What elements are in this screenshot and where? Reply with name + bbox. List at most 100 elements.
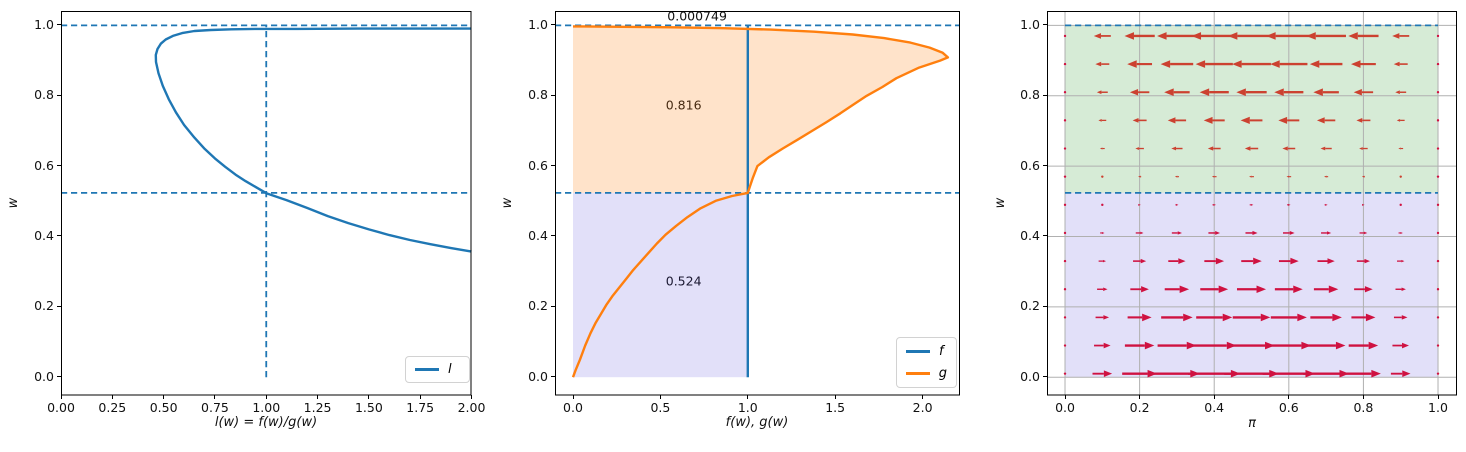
x-tick (111, 395, 113, 399)
quiver-arrow-head (1132, 117, 1139, 123)
x-tick-label: 1.50 (354, 400, 383, 415)
quiver-arrow-head (1364, 231, 1368, 234)
legend-label-g: g (938, 366, 947, 381)
quiver-arrow-head (1215, 257, 1225, 264)
quiver-arrow-head (1183, 313, 1193, 321)
y-tick (551, 165, 555, 167)
x-tick-label: 0.00 (47, 400, 75, 415)
quiver-dot (1063, 259, 1067, 262)
quiver-arrow-head (1288, 203, 1291, 206)
y-tick-label: 1.0 (528, 16, 548, 32)
quiver-dot (1436, 371, 1440, 375)
quiver-arrow-head (1144, 341, 1155, 349)
y-tick-label: 0.0 (528, 368, 548, 384)
quiver-arrow-head (1236, 87, 1246, 96)
quiver-arrow-head (1260, 313, 1271, 321)
y-tick-label: 0.4 (34, 227, 54, 243)
quiver-arrow-head (1290, 257, 1299, 264)
fill-lower-region (573, 192, 748, 377)
fill-upper-basin (1065, 24, 1439, 193)
x-tick (1437, 395, 1439, 399)
quiver-dot (1101, 203, 1104, 206)
quiver-arrow-head (1171, 146, 1177, 150)
quiver-arrow-head (1402, 369, 1411, 377)
x-tick (163, 395, 165, 399)
x-axis-label-ax1: l(w) = f(w)/g(w) (214, 415, 318, 430)
quiver-arrow-head (1135, 146, 1139, 150)
quiver-arrow-head (1186, 341, 1197, 349)
quiver-arrow-head (1102, 259, 1107, 262)
annotation-prob-lower-region: 0.524 (666, 274, 702, 289)
x-tick-label: 0.8 (1353, 400, 1374, 415)
x-axis-label-ax2: f(w), g(w) (725, 415, 789, 430)
quiver-arrow-head (1249, 175, 1252, 178)
legend-entry-f: f (906, 342, 947, 361)
quiver-arrow-head (1127, 59, 1137, 68)
quiver-arrow-head (1396, 118, 1401, 122)
quiver-arrow-head (1400, 231, 1403, 234)
quiver-arrow-head (1371, 369, 1381, 377)
legend-entry-l: l (415, 360, 460, 379)
quiver-dot (1436, 259, 1440, 262)
y-tick-label: 0.0 (1020, 368, 1040, 384)
quiver-arrow-head (1140, 258, 1147, 263)
y-tick (1043, 235, 1047, 237)
quiver-arrow-head (1227, 31, 1238, 40)
x-tick-label: 1.75 (406, 400, 435, 415)
quiver-arrow-head (1095, 61, 1102, 66)
x-tick (572, 395, 574, 399)
quiver-arrow-head (1211, 175, 1215, 178)
y-tick (1043, 94, 1047, 96)
y-tick-label: 0.6 (34, 157, 54, 173)
x-tick-label: 1.0 (737, 400, 758, 415)
quiver-dot (1436, 90, 1440, 93)
quiver-arrow-head (1364, 258, 1370, 263)
quiver-arrow-head (1140, 231, 1144, 234)
quiver-arrow-head (1350, 59, 1361, 68)
plot-area-ax3 (1047, 10, 1457, 395)
y-tick (551, 235, 555, 237)
quiver-dot (1436, 203, 1440, 206)
quiver-arrow-head (1401, 314, 1408, 320)
quiver-arrow-head (1218, 284, 1229, 293)
quiver-arrow-head (1361, 175, 1365, 178)
quiver-arrow-head (1098, 118, 1102, 122)
y-tick (551, 24, 555, 26)
quiver-arrow-head (1326, 230, 1332, 235)
curve-g (571, 24, 950, 378)
quiver-arrow-head (1309, 59, 1320, 68)
quiver-arrow-head (1093, 32, 1101, 39)
x-axis-label-ax3: π (1248, 416, 1256, 431)
quiver-arrow-head (1179, 284, 1190, 293)
quiver-dot (1399, 174, 1402, 178)
quiver-arrow-head (1395, 89, 1400, 94)
quiver-dot (1063, 118, 1067, 122)
quiver-dot (1436, 62, 1440, 65)
quiver-arrow-head (1266, 31, 1276, 40)
quiver-arrow-head (1256, 284, 1267, 293)
quiver-arrow-head (1138, 175, 1141, 178)
quiver-dot (1436, 231, 1440, 234)
quiver-arrow-head (1328, 284, 1339, 293)
quiver-arrow-head (1191, 31, 1202, 40)
quiver-arrow-head (1178, 257, 1186, 264)
x-tick-label: 2.00 (457, 400, 486, 415)
x-tick-label: 0.5 (650, 400, 671, 415)
x-tick (834, 395, 836, 399)
quiver-arrow-head (1274, 87, 1284, 96)
quiver-arrow-head (1316, 116, 1325, 123)
legend-label-f: f (939, 344, 944, 359)
quiver-arrow-head (1359, 146, 1363, 150)
quiver-arrow-head (1199, 87, 1210, 96)
quiver-arrow-head (1250, 203, 1254, 206)
y-tick-label: 1.0 (34, 16, 54, 32)
quiver-arrow-head (1339, 369, 1350, 377)
x-tick (1288, 395, 1290, 399)
quiver-arrow-head (1174, 175, 1178, 178)
quiver-arrow-head (1177, 230, 1182, 235)
y-tick-label: 0.6 (1020, 157, 1040, 173)
quiver-dot (1436, 315, 1440, 319)
quiver-dot (1063, 90, 1067, 93)
y-tick (551, 305, 555, 307)
